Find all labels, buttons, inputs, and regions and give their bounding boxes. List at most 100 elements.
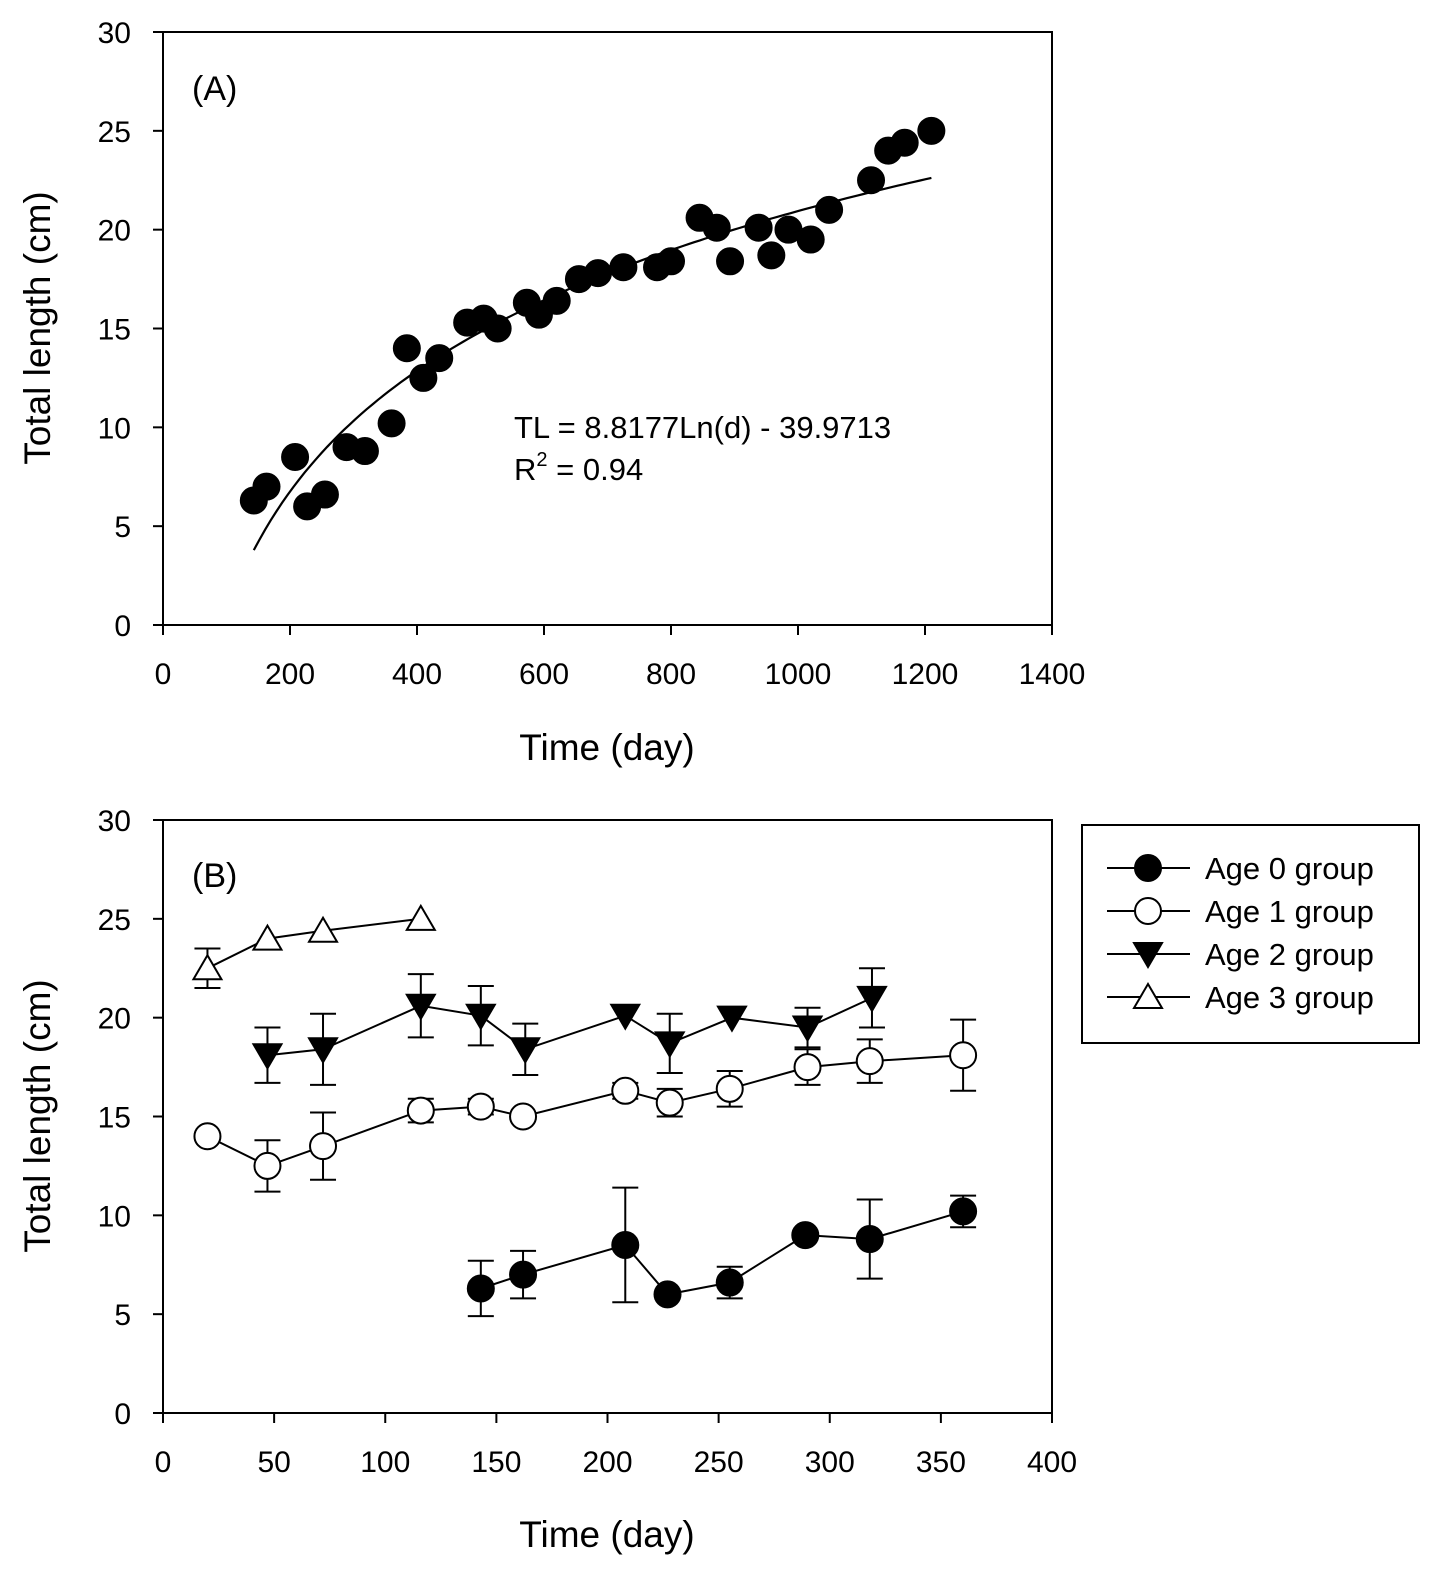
legend-label: Age 2 group [1205,937,1374,972]
panel-a-data-point [377,409,406,438]
data-point [405,903,437,931]
panel-a-data-point [281,442,310,471]
panel-b-x-ticks: 0 50 100 150 200 250 300 350 400 [155,1413,1077,1479]
panel-a-data-points [239,116,946,521]
r2-superscript: 2 [536,449,547,471]
panel-0-y-tick-label: 25 [98,116,131,149]
panel-a-data-point [609,253,638,282]
panel-0-x-tick-label: 800 [646,658,696,691]
series-line [267,996,873,1057]
panel-0-x-tick-label: 1200 [892,658,959,691]
legend-items: Age 0 group Age 1 group Age 2 group Age 3 g… [1107,851,1374,1015]
data-point [855,1225,884,1254]
data-point [309,1132,338,1161]
data-point [406,1096,435,1125]
data-point [793,1053,822,1082]
legend-item: Age 3 group [1107,980,1374,1015]
panel-a-data-point [890,128,919,157]
legend-item: Age 2 group [1107,937,1374,972]
panel-a-y-ticks: 0 5 10 15 20 25 30 [98,17,163,643]
r2-value: = 0.94 [548,452,644,487]
data-point [791,1015,824,1043]
panel-1-x-tick-label: 250 [694,1446,744,1479]
data-point [655,1088,684,1117]
panel-1-x-tick-label: 50 [257,1446,290,1479]
panel-a-data-point [583,259,612,288]
panel-a-data-point [857,166,886,195]
panel-0-y-tick-label: 10 [98,412,131,445]
panel-0-y-tick-label: 0 [114,610,131,643]
data-point [611,1076,640,1105]
panel-a-data-point [757,241,786,270]
panel-a-data-point [716,247,745,276]
series-age-2-group [251,967,888,1086]
panel-0-y-tick-label: 15 [98,314,131,347]
data-point [509,1037,542,1065]
data-point [466,1274,495,1303]
data-point [307,915,339,943]
panel-a-y-axis-title: Total length (cm) [17,191,58,465]
panel-a: 0 200 400 600 800 1000 1200 1400 0 5 10 15 20 25 30 (… [17,17,1085,768]
legend-label: Age 0 group [1205,851,1374,886]
panel-1-x-tick-label: 200 [582,1446,632,1479]
panel-1-y-tick-label: 5 [114,1299,131,1332]
panel-a-data-point [796,225,825,254]
data-point [653,1280,682,1309]
data-point [611,1230,640,1259]
panel-0-y-tick-label: 20 [98,215,131,248]
panel-b-series [191,903,978,1318]
panel-a-data-point [702,213,731,242]
panel-a-r-squared: R2 = 0.94 [514,449,643,487]
data-point [465,1003,497,1031]
panel-1-x-tick-label: 300 [805,1446,855,1479]
panel-a-data-point [350,437,379,466]
panel-1-y-tick-label: 30 [98,805,131,838]
panel-0-x-tick-label: 0 [155,658,172,691]
panel-b-y-axis-title: Total length (cm) [17,979,58,1253]
panel-a-plot-frame [162,31,1053,626]
series-age-0-group [466,1186,978,1318]
legend-marker [1132,942,1164,969]
panel-0-x-tick-label: 600 [519,658,569,691]
legend: Age 0 group Age 1 group Age 2 group Age 3 g… [1081,824,1420,1044]
data-point [855,1047,884,1076]
panel-1-x-tick-label: 100 [360,1446,410,1479]
panel-1-x-tick-label: 0 [155,1446,172,1479]
data-point [856,985,888,1013]
panel-0-x-tick-label: 1000 [765,658,832,691]
panel-a-data-point [815,195,844,224]
legend-marker [1132,982,1164,1009]
r2-base: R [514,452,536,487]
legend-marker [1134,854,1162,882]
series-line [206,917,421,970]
panel-a-data-point [392,334,421,363]
panel-a-data-point [483,314,512,343]
data-point [509,1102,538,1131]
legend-label: Age 1 group [1205,894,1374,929]
panel-a-data-point [252,472,281,501]
panel-a-fit-curve [252,176,932,551]
data-point [466,1092,495,1121]
panel-1-y-tick-label: 0 [114,1398,131,1431]
series-age-3-group [191,903,437,990]
data-point [791,1221,820,1250]
data-point [715,1268,744,1297]
panel-b-label: (B) [192,857,237,895]
panel-1-y-tick-label: 10 [98,1200,131,1233]
panel-0-x-tick-label: 400 [392,658,442,691]
panel-0-x-tick-label: 200 [265,658,315,691]
panel-a-x-ticks: 0 200 400 600 800 1000 1200 1400 [155,625,1085,691]
panel-0-y-tick-label: 5 [114,511,131,544]
data-point [509,1260,538,1289]
series-age-1-group [193,1018,978,1193]
data-point [715,1074,744,1103]
panel-a-label: (A) [192,70,237,108]
data-point [653,1031,686,1059]
panel-a-data-point [657,247,685,276]
data-point [716,1005,748,1033]
data-point [253,1151,282,1180]
panel-a-data-point [409,363,438,392]
panel-b-y-ticks: 0 5 10 15 20 25 30 [98,805,163,1431]
panel-0-y-tick-label: 30 [98,17,131,50]
